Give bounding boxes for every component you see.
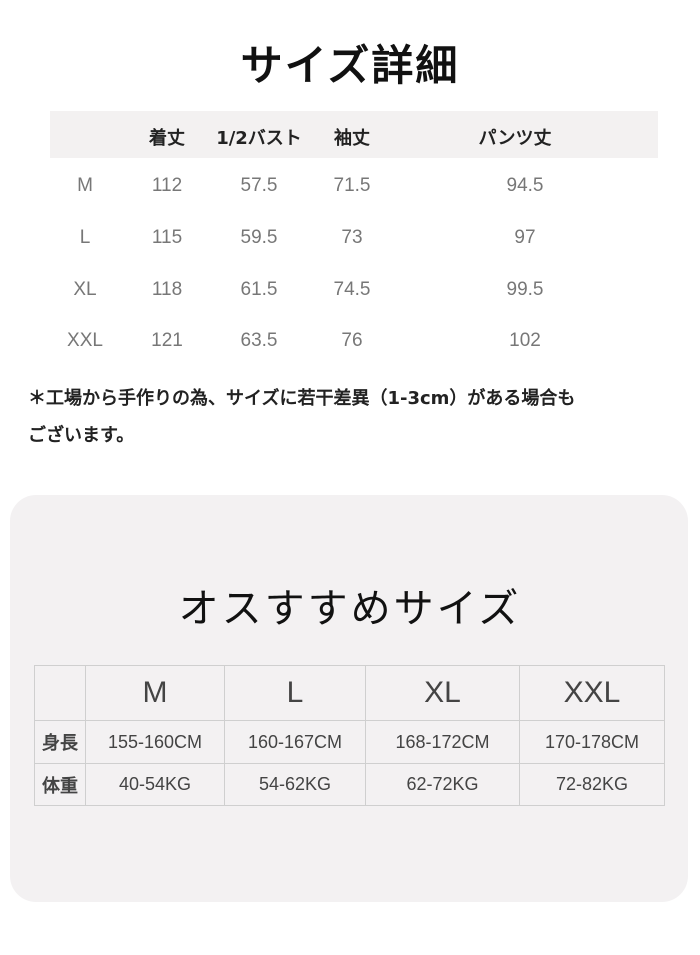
- height-value: 170-178CM: [519, 720, 665, 764]
- height-value: 168-172CM: [365, 720, 520, 764]
- size-xxl: XXL: [519, 665, 665, 721]
- header-half-bust: 1/2バスト: [216, 128, 302, 149]
- header-pants-length: パンツ丈: [478, 128, 552, 149]
- table-row: 身長 155-160CM 160-167CM 168-172CM 170-178…: [34, 720, 665, 764]
- size-label: XL: [73, 279, 97, 300]
- measurement-value: 99.5: [506, 279, 544, 300]
- height-value: 160-167CM: [224, 720, 366, 764]
- measurement-value: 115: [151, 227, 183, 248]
- size-details-title: サイズ詳細: [240, 41, 460, 90]
- weight-value: 62-72KG: [365, 763, 520, 806]
- size-xl: XL: [365, 665, 520, 721]
- measurement-value: 102: [509, 330, 541, 351]
- note-line-2: ございます。: [28, 425, 135, 446]
- measurement-value: 61.5: [240, 279, 278, 300]
- measurement-value: 74.5: [333, 279, 371, 300]
- weight-value: 72-82KG: [519, 763, 665, 806]
- header-sleeve: 袖丈: [334, 128, 370, 149]
- height-value: 155-160CM: [85, 720, 225, 764]
- measurement-value: 57.5: [240, 175, 278, 196]
- recommended-size-table: M L XL XXL 身長 155-160CM 160-167CM 168-17…: [34, 665, 665, 806]
- size-label: L: [79, 227, 91, 248]
- height-label: 身長: [34, 720, 86, 764]
- table-row: 体重 40-54KG 54-62KG 62-72KG 72-82KG: [34, 763, 665, 806]
- measurement-value: 121: [151, 330, 183, 351]
- measurement-value: 59.5: [240, 227, 278, 248]
- size-label: M: [77, 175, 93, 196]
- measurement-value: 118: [151, 279, 183, 300]
- measurement-value: 71.5: [333, 175, 371, 196]
- measurement-value: 73: [341, 227, 363, 248]
- table-row: M L XL XXL: [34, 665, 665, 721]
- header-length: 着丈: [149, 128, 185, 149]
- measurement-value: 94.5: [506, 175, 544, 196]
- weight-value: 40-54KG: [85, 763, 225, 806]
- empty-corner-cell: [34, 665, 86, 721]
- size-label: XXL: [67, 330, 103, 351]
- size-table-header-band: [50, 111, 658, 158]
- measurement-value: 76: [341, 330, 363, 351]
- measurement-value: 112: [151, 175, 183, 196]
- size-l: L: [224, 665, 366, 721]
- measurement-value: 63.5: [240, 330, 278, 351]
- weight-label: 体重: [34, 763, 86, 806]
- measurement-value: 97: [514, 227, 536, 248]
- note-line-1: ＊工場から手作りの為、サイズに若干差異（1-3cm）がある場合も: [28, 388, 576, 409]
- size-m: M: [85, 665, 225, 721]
- recommended-size-title: オスすすめサイズ: [178, 586, 522, 632]
- weight-value: 54-62KG: [224, 763, 366, 806]
